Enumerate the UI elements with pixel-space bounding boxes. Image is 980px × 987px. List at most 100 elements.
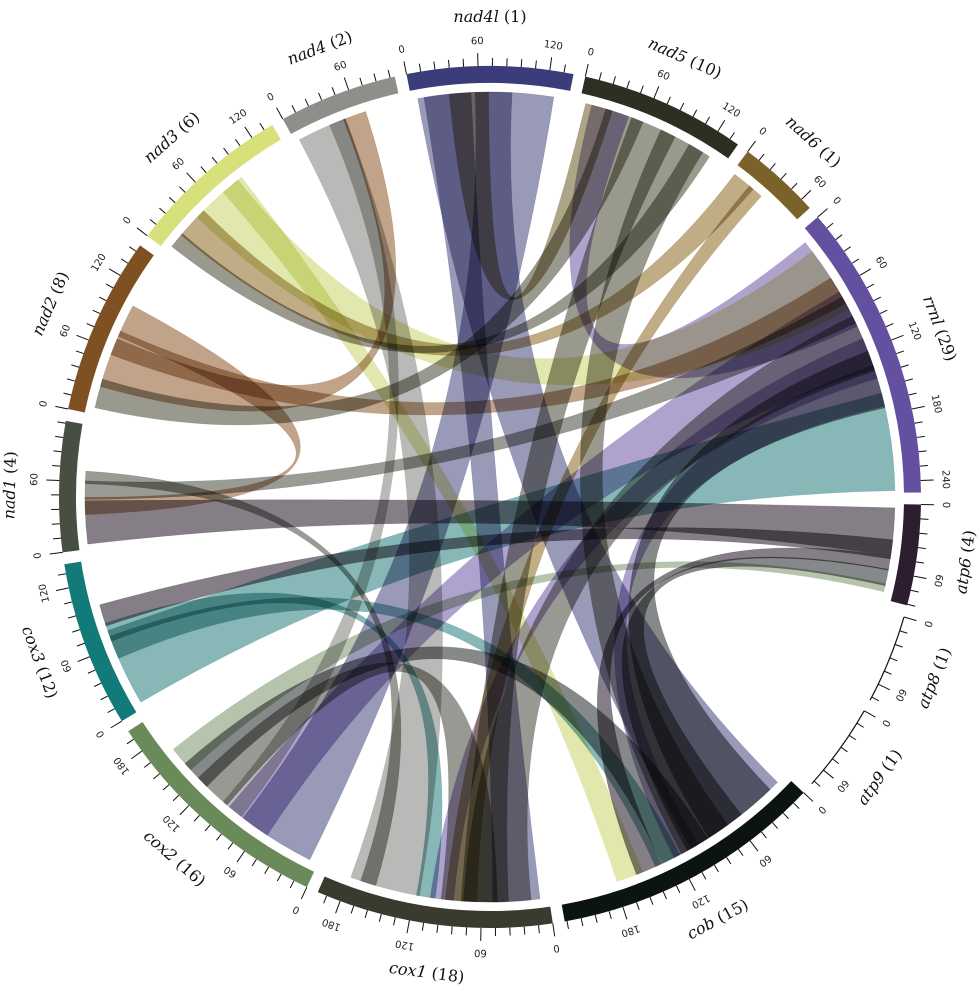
tick-atp8 [894, 643, 903, 648]
tick-nad4 [331, 87, 336, 96]
tick-label-nad5: 120 [720, 101, 742, 120]
tick-nad2 [75, 350, 84, 355]
tick-cob [688, 878, 696, 891]
tick-nad6 [758, 153, 765, 161]
tick-cox3 [57, 573, 66, 576]
tick-label-nad5: 60 [655, 68, 671, 83]
ribbon-cox2-atp6 [172, 561, 886, 771]
tick-nad3 [244, 126, 253, 138]
tick-rrnl [916, 435, 925, 438]
tick-nad4 [387, 69, 391, 78]
tick-label-cox2: 180 [112, 755, 132, 777]
tick-nad5 [717, 119, 726, 132]
tick-cob [726, 857, 732, 865]
tick-nad3 [179, 186, 186, 193]
tick-label-cox3: 0 [95, 728, 108, 739]
tick-atp9 [832, 758, 840, 765]
tick-nad4l [535, 60, 537, 69]
tick-rrnl [879, 309, 888, 315]
tick-nad4 [291, 104, 296, 113]
tick-nad5 [666, 96, 671, 105]
tick-nad4 [343, 77, 350, 91]
segment-nad5 [581, 76, 738, 159]
tick-nad3 [235, 139, 241, 147]
tick-atp8 [889, 657, 898, 662]
tick-label-rrnl: 120 [906, 320, 923, 342]
tick-label-cob: 120 [690, 892, 712, 911]
tick-nad5 [692, 109, 698, 118]
tick-nad1 [52, 465, 61, 467]
tick-cob [793, 802, 800, 809]
tick-label-nad2: 120 [90, 252, 109, 274]
tick-nad3 [149, 218, 157, 225]
tick-nad2 [71, 364, 80, 368]
tick-cox1 [538, 925, 540, 934]
tick-cox2 [153, 773, 160, 780]
tick-cox2 [193, 815, 200, 822]
segment-nad1 [58, 420, 83, 553]
tick-nad2 [108, 268, 121, 276]
segment-axis-atp8 [869, 616, 905, 701]
ribbon-nad2-nad1 [84, 305, 301, 515]
tick-nad3 [200, 166, 207, 173]
tick-cox2 [236, 850, 245, 863]
tick-label-cox3: 120 [37, 583, 52, 604]
tick-cox3 [55, 587, 69, 592]
tick-cox1 [378, 913, 382, 922]
tick-atp9 [848, 734, 857, 741]
tick-cox2 [126, 738, 134, 745]
tick-cob [622, 906, 628, 920]
tick-nad2 [63, 392, 72, 396]
tick-nad4l [418, 63, 422, 72]
tick-nad2 [98, 296, 107, 302]
tick-cox1 [421, 922, 425, 931]
tick-cob [675, 885, 681, 894]
tick-atp6 [916, 561, 925, 564]
tick-rrnl [817, 208, 828, 218]
tick-cob [662, 891, 667, 900]
tick-rrnl [900, 364, 909, 368]
tick-cox1 [323, 895, 328, 904]
tick-nad6 [791, 182, 798, 190]
tick-cox3 [93, 682, 102, 688]
tick-nad2 [129, 246, 137, 252]
tick-label-nad2: 0 [38, 400, 50, 408]
ribbon-cob-atp6 [621, 556, 889, 851]
tick-label-nad4l: 60 [471, 36, 484, 47]
tick-rrnl [896, 350, 905, 355]
tick-nad3 [136, 227, 148, 237]
tick-label-nad6: 0 [757, 126, 769, 139]
tick-atp9 [856, 722, 864, 728]
tick-nad5 [584, 63, 589, 77]
tick-cox3 [77, 656, 90, 663]
tick-label-nad1: 60 [29, 473, 40, 486]
tick-atp9 [863, 710, 876, 718]
tick-cob [608, 911, 612, 920]
tick-atp8 [899, 630, 908, 634]
tick-cob [782, 812, 789, 820]
tick-nad4l [549, 57, 553, 71]
tick-rrnl [851, 258, 860, 264]
tick-nad1 [57, 421, 66, 424]
tick-cox3 [87, 669, 96, 674]
tick-rrnl [891, 334, 904, 341]
tick-nad3 [223, 147, 229, 155]
tick-rrnl [826, 222, 834, 229]
tick-nad5 [705, 116, 711, 125]
tick-cob [738, 848, 744, 857]
tick-cox3 [107, 708, 115, 714]
tick-label-rrnl: 0 [830, 195, 843, 207]
segment-label-nad6: nad6 (1) [782, 111, 845, 171]
tick-nad5 [626, 80, 630, 89]
tick-label-cox2: 60 [222, 863, 239, 879]
ribbon-atp6-cox3 [99, 527, 894, 627]
tick-cox2 [131, 750, 143, 760]
segment-cob [561, 780, 804, 922]
tick-cob [761, 831, 767, 839]
tick-label-atp9: 60 [834, 777, 851, 794]
segment-layer [58, 65, 921, 928]
tick-atp8 [871, 696, 880, 702]
ribbon-nad3-rrnl [196, 179, 850, 386]
tick-cox2 [172, 794, 180, 802]
segment-label-atp9: atp9 (1) [852, 745, 905, 808]
